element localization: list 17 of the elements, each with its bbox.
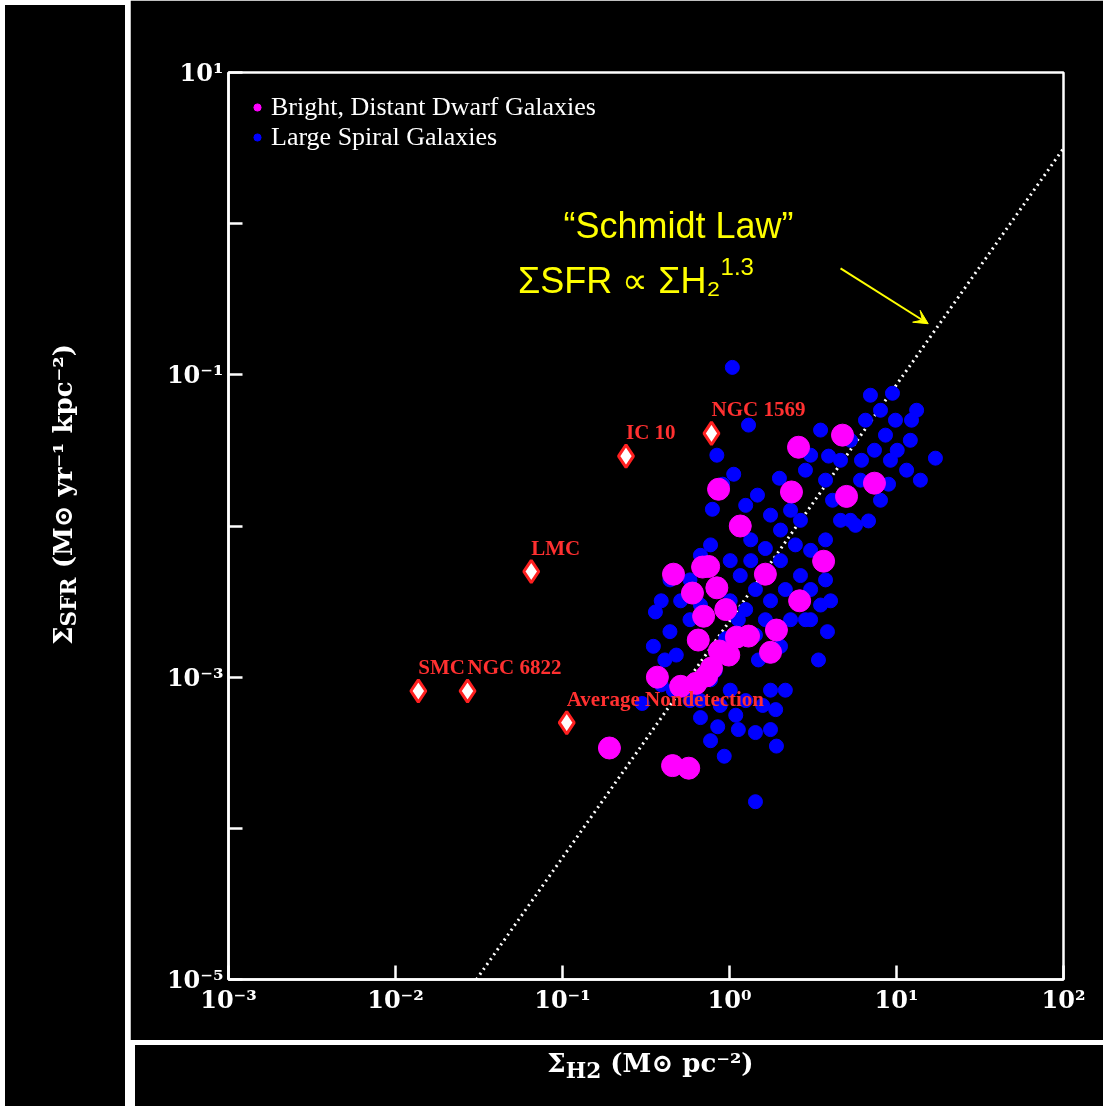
annotation: Average Nondetection [566,686,765,711]
y-tick-label: 10⁻³ [166,662,224,692]
annotation: SMC [418,655,465,679]
x-tick-label: 10² [1041,984,1086,1014]
annotation: NGC 6822 [467,655,562,679]
annotation: NGC 1569 [711,397,806,422]
x-tick-label: 10¹ [874,984,919,1014]
x-tick-label: 10⁻² [367,984,424,1014]
y-tick-label: 10⁻¹ [166,360,224,390]
x-axis-title: Σ$_{H2}$ (M⊙ pc⁻²) [546,1047,755,1086]
annotation: IC 10 [626,420,676,445]
legend-label: Bright, Distant Dwarf Galaxies [271,92,596,122]
x-tick-label: 10⁰ [707,984,752,1014]
legend-label: Large Spiral Galaxies [271,122,498,152]
x-tick-label: 10⁻¹ [534,984,591,1014]
annotation: LMC [531,535,581,560]
y-tick-label: 10¹ [179,58,224,87]
